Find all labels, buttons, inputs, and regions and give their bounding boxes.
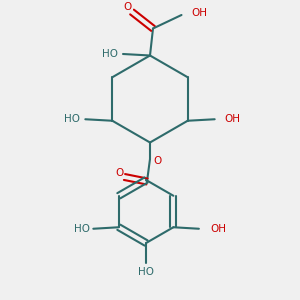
Text: HO: HO [101, 49, 118, 59]
Text: HO: HO [138, 267, 154, 278]
Text: OH: OH [210, 224, 226, 234]
Text: OH: OH [225, 114, 241, 124]
Text: O: O [115, 167, 123, 178]
Text: O: O [153, 155, 162, 166]
Text: O: O [123, 2, 132, 12]
Text: HO: HO [74, 224, 90, 234]
Text: OH: OH [191, 8, 207, 19]
Text: HO: HO [64, 114, 80, 124]
